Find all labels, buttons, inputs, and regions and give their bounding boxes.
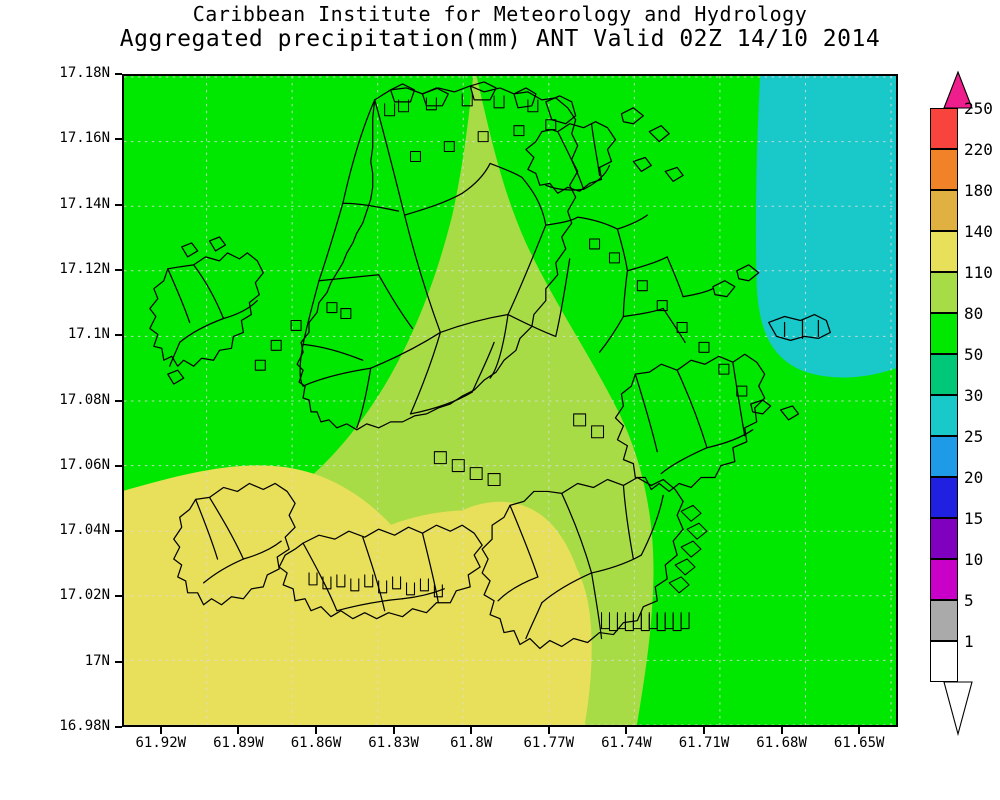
colorbar-swatch bbox=[930, 149, 958, 190]
colorbar-label: 15 bbox=[964, 509, 984, 528]
colorbar-label: 180 bbox=[964, 181, 993, 200]
y-axis-tick-label: 17N bbox=[84, 652, 110, 669]
colorbar-label: 10 bbox=[964, 550, 984, 569]
y-axis-tick-label: 17.16N bbox=[59, 130, 110, 147]
colorbar-swatch bbox=[930, 518, 958, 559]
x-axis-tick-label: 61.71W bbox=[678, 735, 730, 751]
y-axis-tick bbox=[115, 268, 122, 271]
x-axis-tick bbox=[780, 727, 783, 734]
colorbar-swatch bbox=[930, 395, 958, 436]
x-axis-tick-label: 61.86W bbox=[290, 735, 342, 751]
y-axis-tick-label: 17.08N bbox=[59, 391, 110, 408]
colorbar-label: 5 bbox=[964, 591, 974, 610]
x-axis-tick bbox=[703, 727, 705, 734]
y-axis-tick bbox=[115, 595, 122, 598]
colorbar-label: 220 bbox=[964, 140, 993, 159]
colorbar-label: 50 bbox=[964, 345, 984, 364]
colorbar-label: 20 bbox=[964, 468, 984, 487]
colorbar-swatch bbox=[930, 436, 958, 477]
colorbar-swatch bbox=[930, 477, 958, 518]
y-axis-tick-label: 17.18N bbox=[59, 65, 110, 81]
x-axis-tick-label: 61.8W bbox=[450, 735, 493, 751]
y-axis-tick bbox=[115, 138, 122, 141]
colorbar-label: 80 bbox=[964, 304, 984, 323]
colorbar-label: 1 bbox=[964, 632, 974, 651]
colorbar-swatch bbox=[930, 190, 958, 231]
y-axis-tick-label: 17.06N bbox=[59, 456, 110, 473]
colorbar-label: 30 bbox=[964, 386, 984, 405]
x-axis-tick-label: 61.74W bbox=[601, 735, 652, 751]
colorbar-swatch bbox=[930, 313, 958, 354]
x-axis-tick bbox=[547, 727, 550, 734]
x-axis-tick bbox=[625, 727, 628, 734]
coastline-and-parish-boundaries bbox=[149, 81, 831, 650]
colorbar-arrows bbox=[943, 70, 973, 737]
colorbar-swatch bbox=[930, 600, 958, 641]
colorbar-label: 140 bbox=[964, 222, 993, 241]
x-axis-tick bbox=[159, 727, 162, 734]
colorbar: 250 220 180 140 110 80 50 30 25 20 15 10 5 1 bbox=[922, 70, 1000, 750]
y-axis-tick bbox=[115, 726, 122, 728]
y-axis-tick-label: 17.04N bbox=[59, 522, 110, 539]
chart-title-block: Caribbean Institute for Meteorology and … bbox=[0, 2, 1000, 52]
colorbar-label: 25 bbox=[964, 427, 984, 446]
page-title: Aggregated precipitation(mm) ANT Valid 0… bbox=[119, 26, 881, 52]
x-axis-tick-label: 61.89W bbox=[213, 735, 264, 751]
x-axis-tick bbox=[392, 727, 395, 734]
x-axis-tick bbox=[470, 727, 473, 734]
map-plot-area[interactable] bbox=[122, 74, 898, 727]
y-axis-tick-label: 16.98N bbox=[59, 718, 110, 734]
y-axis-tick bbox=[115, 660, 122, 663]
x-axis-tick-label: 61.68W bbox=[756, 735, 807, 751]
x-axis-tick-label: 61.92W bbox=[135, 735, 187, 751]
x-axis-tick-label: 61.83W bbox=[368, 735, 419, 751]
y-axis-tick bbox=[115, 464, 122, 467]
y-axis-tick-label: 17.1N bbox=[67, 326, 110, 343]
x-axis-tick bbox=[237, 727, 240, 734]
x-axis-tick-label: 61.65W bbox=[833, 735, 885, 751]
colorbar-swatch bbox=[930, 354, 958, 395]
x-axis-tick bbox=[315, 727, 317, 734]
y-axis-tick bbox=[115, 334, 122, 337]
colorbar-swatch bbox=[930, 641, 958, 682]
x-axis-tick bbox=[858, 727, 861, 734]
y-axis-tick bbox=[115, 73, 122, 75]
y-axis-tick-label: 17.02N bbox=[59, 587, 110, 604]
colorbar-swatch bbox=[930, 108, 958, 149]
y-axis-tick-label: 17.12N bbox=[59, 260, 110, 277]
y-axis-tick-label: 17.14N bbox=[59, 195, 110, 212]
colorbar-label: 250 bbox=[964, 99, 993, 118]
y-axis-tick bbox=[115, 203, 122, 206]
colorbar-swatch bbox=[930, 231, 958, 272]
colorbar-swatch bbox=[930, 272, 958, 313]
colorbar-label: 110 bbox=[964, 263, 993, 282]
y-axis-tick bbox=[115, 530, 122, 533]
y-axis-tick bbox=[115, 399, 122, 402]
x-axis-tick-label: 61.77W bbox=[523, 735, 575, 751]
colorbar-swatch bbox=[930, 559, 958, 600]
institute-title: Caribbean Institute for Meteorology and … bbox=[192, 2, 808, 26]
